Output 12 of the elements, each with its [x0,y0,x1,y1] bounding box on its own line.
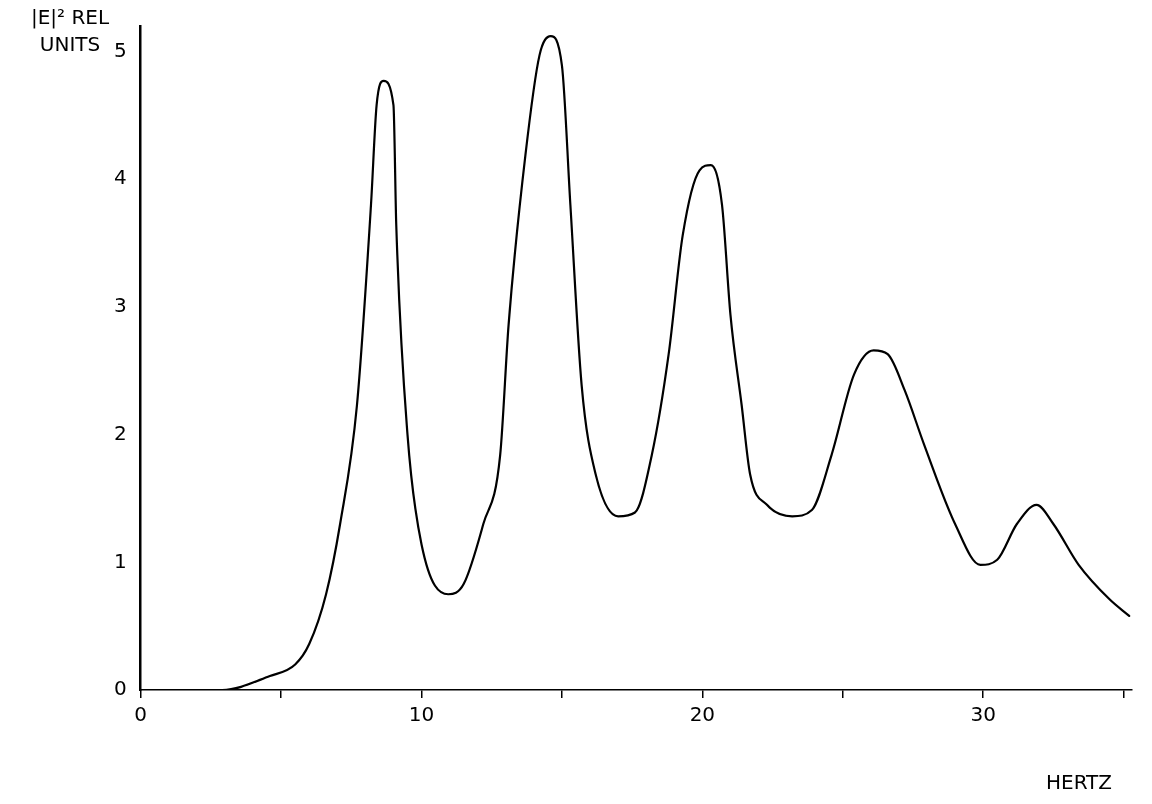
y-tick-label: 1 [113,548,127,573]
y-tick-label: 5 [113,37,127,62]
y-tick-label: 3 [113,293,127,318]
x-tick-label: 30 [970,702,996,727]
x-tick-label: 20 [689,702,716,727]
x-tick-label: 10 [408,702,435,727]
y-axis-title: |E|² REL UNITS [30,4,110,58]
y-tick-label: 2 [113,420,127,445]
y-tick-label: 4 [113,165,127,190]
x-tick-label: 0 [134,702,148,727]
x-axis-title: HERTZ [1045,770,1112,794]
y-tick-label: 0 [113,676,127,701]
